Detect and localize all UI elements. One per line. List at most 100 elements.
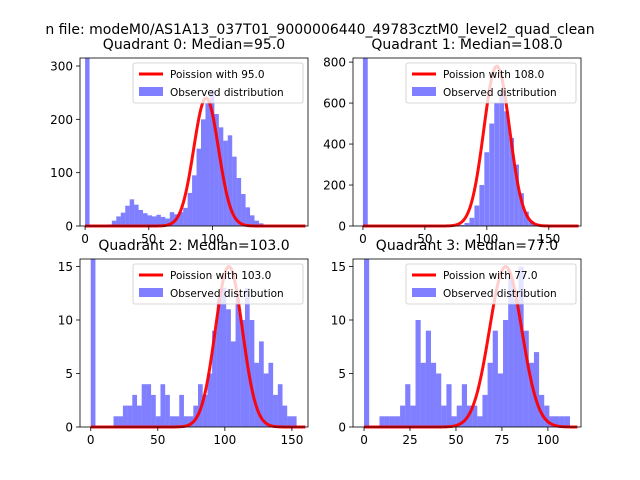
- quadrant-0-bar-17: [160, 216, 166, 226]
- quadrant-3-bar-10: [425, 330, 431, 427]
- quadrant-0-ytick-label-2: 200: [50, 113, 73, 127]
- quadrant-3-ytick-label-0: 0: [338, 421, 346, 435]
- quadrant-0-legend-hist-label: Observed distribution: [170, 87, 284, 99]
- quadrant-3-bar-19: [472, 405, 478, 427]
- quadrant-2-bar-32: [259, 341, 264, 427]
- quadrant-3-bar-35: [554, 416, 560, 427]
- quadrant-0-bar-14: [147, 215, 152, 226]
- quadrant-0-bar-34: [236, 178, 242, 226]
- quadrant-0-bar-21: [178, 212, 184, 226]
- quadrant-0-bar-27: [205, 103, 210, 226]
- quadrant-0-ytick-label-3: 300: [50, 60, 73, 74]
- quadrant-0-legend-box: [132, 62, 304, 104]
- quadrant-3-bar-33: [544, 405, 550, 427]
- quadrant-2-xtick-label-1: 50: [150, 433, 165, 447]
- quadrant-0-title: Quadrant 0: Median=95.0: [103, 37, 285, 53]
- quadrant-0-bar-16: [156, 214, 161, 226]
- quadrant-2-bar-20: [202, 394, 208, 427]
- quadrant-2-ytick-label-2: 10: [58, 313, 73, 327]
- quadrant-0-bar-8: [120, 212, 126, 226]
- quadrant-2-panel: Quadrant 2: Median=103.0 0 50 100 150 0 5 10 15…: [58, 238, 309, 447]
- quadrant-0-ytick-label-1: 100: [50, 166, 73, 180]
- quadrant-3-bar-13: [441, 405, 447, 427]
- quadrant-2-xtick-label-2: 100: [213, 433, 236, 447]
- quadrant-0-bar-23: [187, 192, 193, 226]
- quadrant-2-bar-21: [207, 373, 213, 427]
- quadrant-2-bar-17: [188, 416, 194, 427]
- quadrant-3-xtick-label-0: 0: [360, 433, 368, 447]
- quadrant-1-xtick-label-1: 50: [417, 232, 432, 246]
- quadrant-0-legend-fit-label: Poission with 95.0: [170, 69, 265, 81]
- quadrant-2-bar-24: [221, 287, 227, 427]
- quadrant-0-bar-30: [218, 127, 224, 226]
- quadrant-2-bar-6: [137, 405, 142, 427]
- quadrant-1-bar-10: [499, 90, 505, 226]
- quadrant-2-bar-23: [216, 298, 222, 427]
- quadrant-3-bar-2: [384, 416, 390, 427]
- quadrant-0-bar-6: [111, 220, 117, 226]
- quadrant-2-legend-fit-label: Poission with 103.0: [170, 270, 271, 282]
- quadrant-2-bar-26: [230, 341, 236, 427]
- quadrant-2-bar-5: [132, 394, 137, 427]
- quadrant-2-xtick-label-3: 150: [280, 433, 303, 447]
- quadrant-1-title: Quadrant 1: Median=108.0: [371, 37, 562, 53]
- quadrant-1-bar-6: [479, 185, 485, 226]
- quadrant-0-bar-22: [183, 207, 188, 226]
- quadrant-0-bar-29: [214, 114, 219, 226]
- quadrant-1-bar-12: [509, 137, 514, 226]
- quadrant-3-ticks: 0 25 50 75 100 0 5 10 15: [331, 260, 560, 447]
- quadrant-2-bar-39: [291, 416, 297, 427]
- quadrant-1-legend-hist-label: Observed distribution: [443, 87, 557, 99]
- quadrant-3-bar-24: [497, 373, 504, 427]
- quadrant-1-bar-15: [524, 211, 529, 226]
- quadrant-3-bar-25: [503, 319, 509, 427]
- quadrant-3-xtick-label-4: 100: [536, 433, 559, 447]
- quadrant-3-xtick-label-3: 75: [494, 433, 509, 447]
- quadrant-0-bar-18: [165, 218, 170, 226]
- quadrant-2-legend-hist-label: Observed distribution: [170, 288, 284, 300]
- quadrant-2-bar-15: [179, 394, 184, 427]
- quadrant-3-bar-0: [364, 259, 370, 427]
- quadrant-3-title: Quadrant 3: Median=77.0: [376, 238, 558, 254]
- quadrant-3-bar-31: [533, 352, 540, 427]
- quadrant-2-bar-38: [287, 416, 292, 427]
- quadrant-3-bar-20: [477, 416, 483, 427]
- quadrant-1-bar-7: [484, 152, 490, 226]
- quadrant-0-bar-7: [116, 216, 121, 226]
- quadrant-0-bar-24: [192, 175, 197, 226]
- quadrant-2-ytick-label-1: 5: [65, 367, 73, 381]
- quadrant-3-legend-hist-swatch: [412, 288, 436, 297]
- quadrant-0-bar-12: [138, 210, 144, 226]
- quadrant-2-bar-11: [160, 384, 166, 427]
- quadrant-3-bar-34: [549, 416, 555, 427]
- quadrant-0-bar-11: [134, 204, 139, 226]
- quadrant-0-axes-frame: [79, 57, 309, 227]
- quadrant-1-ytick-label-3: 600: [323, 97, 346, 111]
- quadrant-2-xtick-label-0: 0: [87, 433, 95, 447]
- quadrant-2-bar-31: [254, 362, 260, 427]
- quadrant-3-bar-21: [482, 394, 488, 427]
- quadrant-0-xtick-label-2: 100: [201, 232, 224, 246]
- quadrant-0-bar-28: [209, 90, 215, 226]
- quadrant-1-ytick-label-1: 200: [323, 179, 346, 193]
- quadrant-3-bar-26: [508, 277, 514, 427]
- quadrant-3-bar-14: [446, 384, 452, 427]
- quadrant-1-xtick-label-3: 150: [537, 232, 560, 246]
- quadrant-2-bar-37: [282, 405, 288, 427]
- quadrant-2-bar-3: [122, 405, 128, 427]
- quadrant-1-legend: Poission with 108.0 Observed distributio…: [405, 62, 577, 104]
- quadrant-1-bar-13: [514, 164, 519, 226]
- quadrant-3-bar-37: [564, 416, 570, 427]
- quadrant-0-bar-38: [254, 220, 259, 226]
- quadrant-2-ytick-label-3: 15: [58, 260, 73, 274]
- quadrant-3-bar-11: [430, 362, 437, 427]
- quadrant-0-bar-10: [129, 199, 135, 226]
- quadrant-3-bar-15: [451, 416, 457, 427]
- quadrant-3-bar-4: [394, 416, 401, 427]
- quadrant-1-panel: Quadrant 1: Median=108.0 0 50 100 150 0 200 40…: [323, 37, 582, 246]
- quadrant-0-xtick-label-0: 0: [81, 232, 89, 246]
- quadrant-2-bar-25: [226, 309, 231, 427]
- quadrant-2-bars: [90, 259, 297, 427]
- quadrant-2-bar-13: [169, 416, 175, 427]
